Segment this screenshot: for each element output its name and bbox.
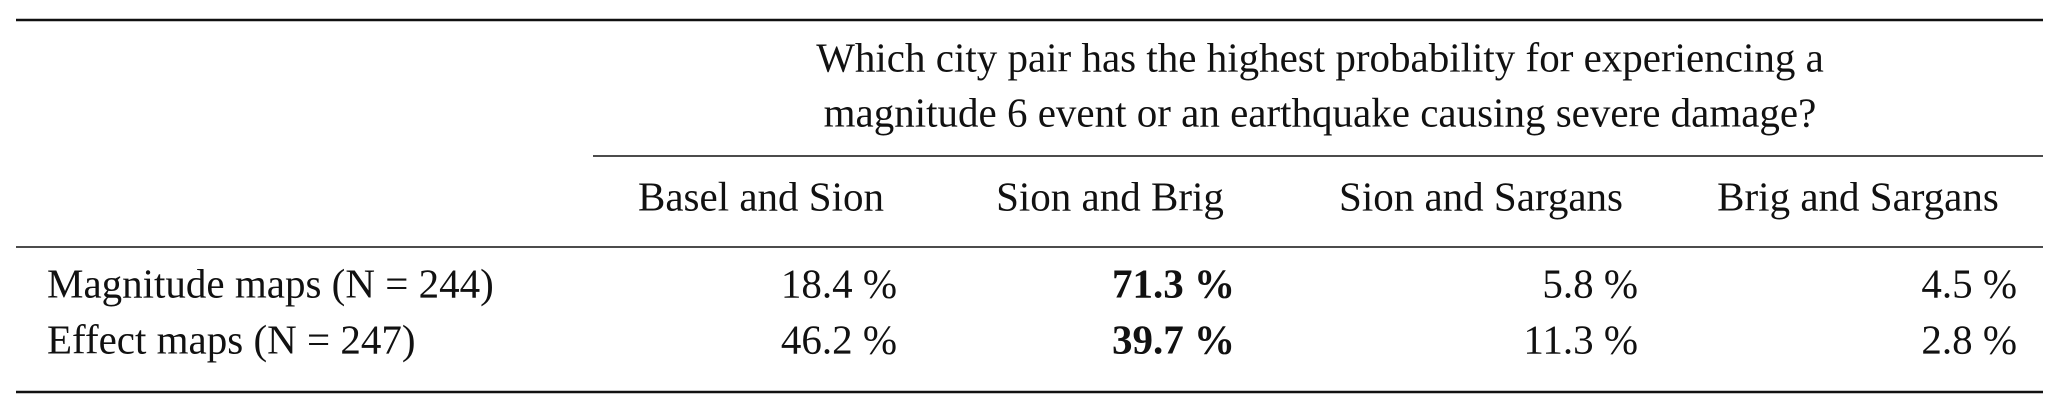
row-label: Effect maps (N = 247) [47, 316, 415, 362]
cell: 5.8 % [1542, 260, 1638, 306]
column-header: Sion and Brig [996, 173, 1224, 219]
cell: 71.3 % [1112, 260, 1235, 306]
cell: 2.8 % [1921, 316, 2017, 362]
cell: 39.7 % [1112, 316, 1235, 362]
column-header: Brig and Sargans [1717, 173, 1999, 219]
cell: 4.5 % [1921, 260, 2017, 306]
column-header: Sion and Sargans [1339, 173, 1623, 219]
cell: 46.2 % [781, 316, 897, 362]
question-line: Which city pair has the highest probabil… [816, 34, 1824, 80]
cell: 11.3 % [1523, 316, 1638, 362]
question-line: magnitude 6 event or an earthquake causi… [824, 89, 1817, 135]
cell: 18.4 % [781, 260, 897, 306]
column-header: Basel and Sion [638, 173, 884, 219]
row-label: Magnitude maps (N = 244) [47, 260, 494, 306]
